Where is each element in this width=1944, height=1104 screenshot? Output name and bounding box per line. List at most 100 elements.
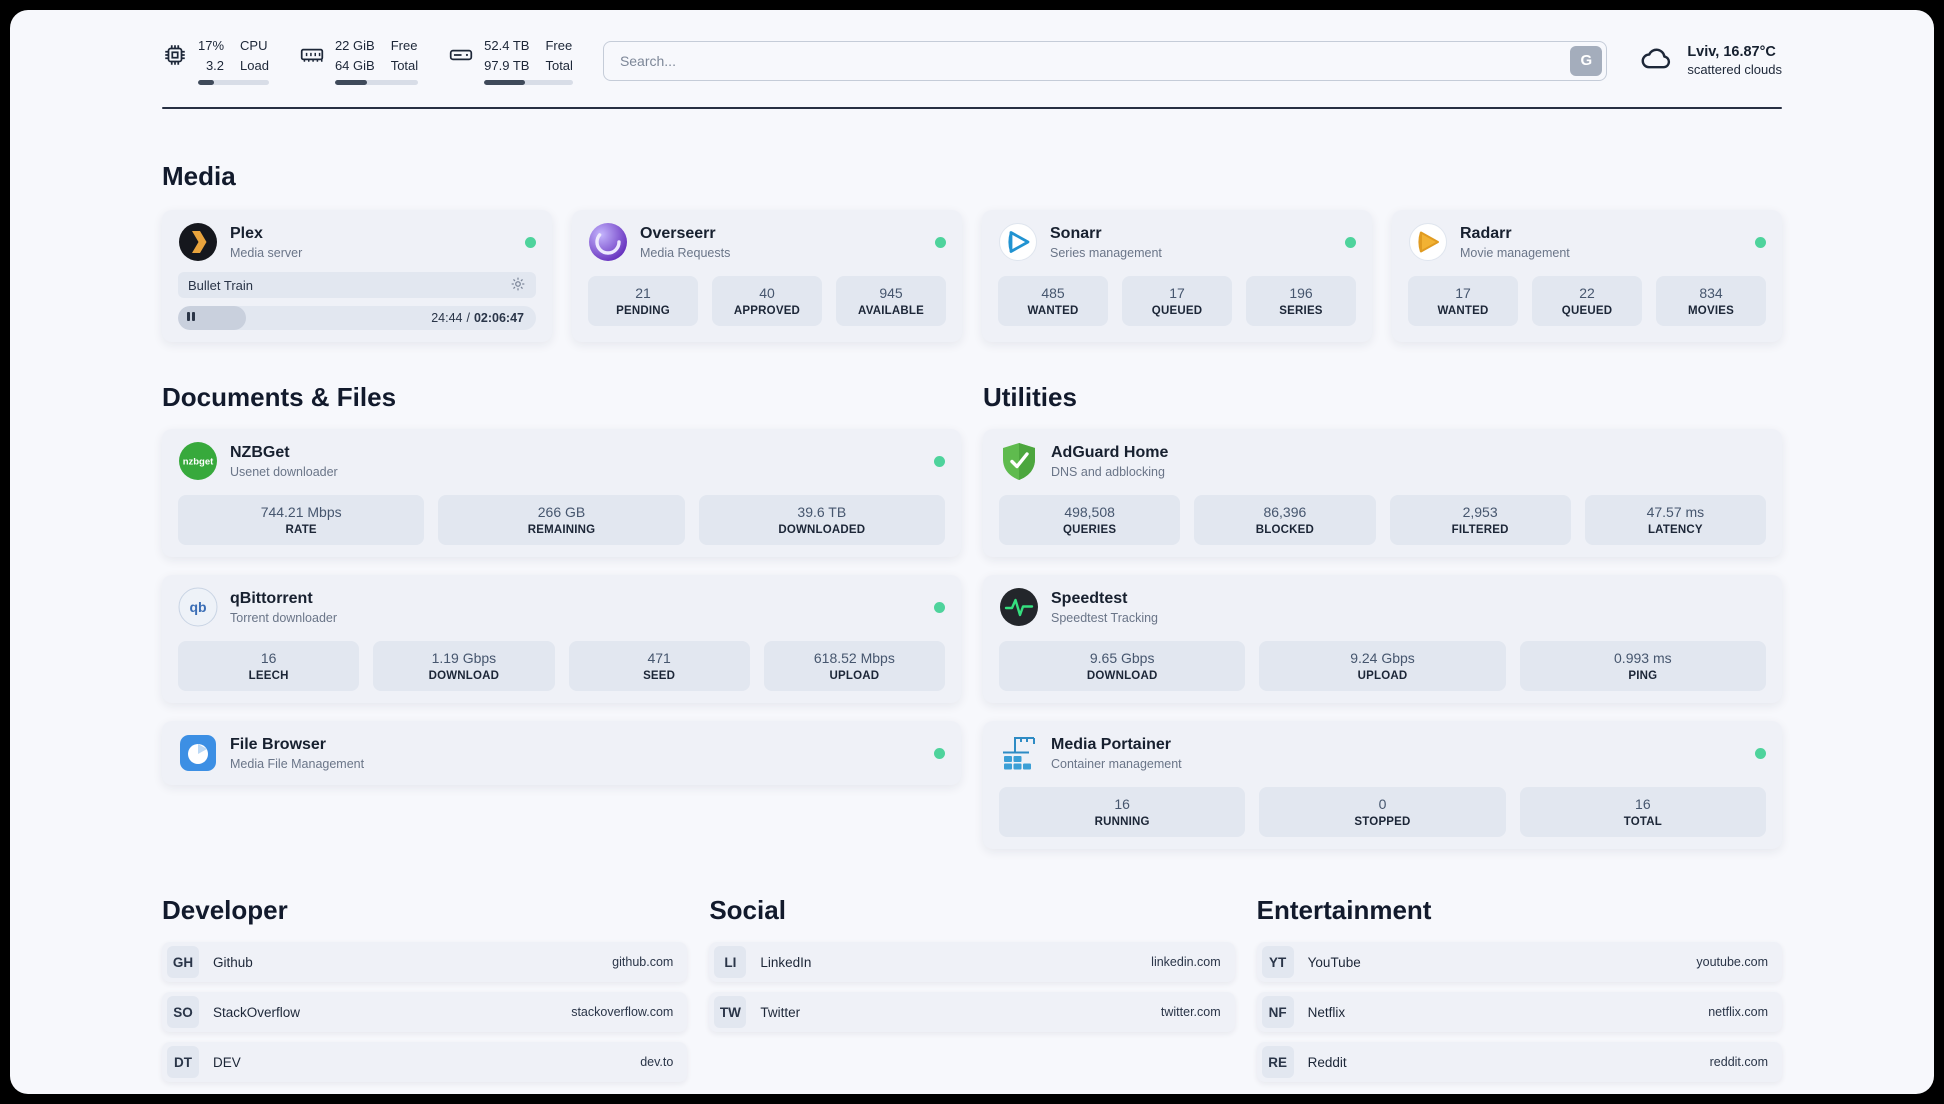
bookmark-reddit[interactable]: RE Reddit reddit.com — [1256, 1042, 1782, 1082]
stat-queued: 17 QUEUED — [1122, 276, 1232, 326]
playback-time: 24:44/02:06:47 — [431, 311, 524, 325]
header-divider — [162, 107, 1782, 109]
app-name: Radarr — [1460, 224, 1512, 242]
stat-upload: 618.52 Mbps UPLOAD — [763, 641, 945, 691]
ram-free-value: 22 GiB — [334, 38, 375, 53]
section-social: Social LI LinkedIn linkedin.com TW Twitt… — [709, 895, 1235, 1082]
disk-total-label: Total — [545, 57, 573, 73]
bookmark-url: twitter.com — [1160, 1005, 1221, 1019]
ram-total-value: 64 GiB — [334, 57, 375, 73]
bookmark-url: reddit.com — [1709, 1055, 1768, 1069]
weather-location: Lviv, 16.87°C — [1687, 44, 1776, 60]
bookmark-linkedin[interactable]: LI LinkedIn linkedin.com — [709, 942, 1235, 982]
section-title-documents: Documents & Files — [162, 382, 397, 412]
portainer-icon — [999, 733, 1039, 773]
pause-icon[interactable] — [186, 309, 196, 327]
app-subtitle: Media Requests — [640, 245, 731, 260]
stat-download: 1.19 Gbps DOWNLOAD — [373, 641, 555, 691]
cpu-label: CPU — [240, 38, 268, 53]
stat-latency: 47.57 ms LATENCY — [1584, 495, 1766, 545]
now-playing-title: Bullet Train — [188, 277, 254, 293]
stat-pending: 21 PENDING — [588, 276, 698, 326]
stat-remaining: 266 GB REMAINING — [438, 495, 685, 545]
bookmark-url: youtube.com — [1696, 955, 1768, 969]
section-title-entertainment: Entertainment — [1256, 895, 1432, 925]
adguard-card[interactable]: AdGuard Home DNS and adblocking 498,508 … — [983, 429, 1782, 557]
cpu-progress-bar — [198, 80, 269, 85]
search-box: G — [602, 40, 1608, 81]
status-dot — [934, 601, 945, 613]
bookmark-badge: YT — [1261, 946, 1294, 978]
app-name: Plex — [230, 224, 263, 242]
bookmark-name: Reddit — [1307, 1054, 1347, 1070]
cpu-load-value: 3.2 — [205, 57, 225, 73]
app-name: qBittorrent — [230, 589, 313, 607]
app-subtitle: DNS and adblocking — [1051, 464, 1165, 479]
sonarr-icon — [998, 222, 1038, 262]
stat-downloaded: 39.6 TB DOWNLOADED — [698, 495, 945, 545]
filebrowser-card[interactable]: File Browser Media File Management — [162, 721, 961, 785]
bookmark-url: dev.to — [640, 1055, 674, 1069]
stat-stopped: 0 STOPPED — [1259, 787, 1506, 837]
ram-icon — [299, 42, 325, 68]
qbittorrent-card[interactable]: qb qBittorrent Torrent downloader 16 — [162, 575, 961, 703]
overseerr-card[interactable]: Overseerr Media Requests 21 PENDING 40 A… — [572, 210, 962, 342]
bookmark-badge: DT — [167, 1046, 199, 1078]
svg-text:nzbget: nzbget — [183, 457, 214, 468]
app-subtitle: Torrent downloader — [230, 610, 338, 625]
radarr-icon — [1408, 222, 1448, 262]
plex-card[interactable]: Plex Media server Bullet Train — [162, 210, 552, 342]
stat-available: 945 AVAILABLE — [836, 276, 946, 326]
stat-seed: 471 SEED — [568, 641, 750, 691]
section-utilities: Utilities AdGuard Home DNS and adblockin… — [983, 382, 1782, 849]
stat-queries: 498,508 QUERIES — [999, 495, 1181, 545]
search-engine-button[interactable]: G — [1570, 45, 1603, 76]
speedtest-icon — [999, 587, 1039, 627]
stat-blocked: 86,396 BLOCKED — [1194, 495, 1376, 545]
search-input[interactable] — [607, 52, 1571, 69]
bookmark-badge: SO — [167, 996, 199, 1028]
bookmark-netflix[interactable]: NF Netflix netflix.com — [1256, 992, 1782, 1032]
playback-progress-bar[interactable]: 24:44/02:06:47 — [178, 306, 536, 330]
stat-queued: 22 QUEUED — [1532, 276, 1642, 326]
bookmark-youtube[interactable]: YT YouTube youtube.com — [1256, 942, 1782, 982]
bookmark-twitter[interactable]: TW Twitter twitter.com — [709, 992, 1235, 1032]
stat-running: 16 RUNNING — [999, 787, 1246, 837]
bookmark-url: netflix.com — [1708, 1005, 1768, 1019]
gear-icon[interactable] — [510, 276, 526, 295]
sonarr-card[interactable]: Sonarr Series management 485 WANTED 17 Q… — [982, 210, 1372, 342]
now-playing-row: Bullet Train — [178, 272, 536, 298]
bookmark-github[interactable]: GH Github github.com — [162, 942, 688, 982]
stat-wanted: 17 WANTED — [1408, 276, 1518, 326]
disk-free-value: 52.4 TB — [484, 38, 530, 53]
radarr-card[interactable]: Radarr Movie management 17 WANTED 22 QUE… — [1392, 210, 1782, 342]
app-name: NZBGet — [230, 443, 290, 461]
bookmark-badge: RE — [1261, 1046, 1294, 1078]
portainer-card[interactable]: Media Portainer Container management 16 … — [983, 721, 1782, 849]
app-name: File Browser — [230, 735, 327, 753]
stat-movies: 834 MOVIES — [1656, 276, 1766, 326]
ram-total-label: Total — [390, 57, 419, 73]
stat-ping: 0.993 ms PING — [1519, 641, 1766, 691]
app-subtitle: Movie management — [1460, 245, 1570, 260]
app-subtitle: Usenet downloader — [230, 464, 338, 479]
stat-total: 16 TOTAL — [1519, 787, 1766, 837]
section-title-developer: Developer — [162, 895, 288, 925]
cpu-load-label: Load — [240, 57, 269, 73]
stat-series: 196 SERIES — [1246, 276, 1356, 326]
nzbget-card[interactable]: nzbget NZBGet Usenet downloader 744.21 M… — [162, 429, 961, 557]
qbittorrent-icon: qb — [178, 587, 218, 627]
stat-leech: 16 LEECH — [178, 641, 360, 691]
bookmark-name: Twitter — [760, 1004, 801, 1020]
section-title-social: Social — [709, 895, 786, 925]
bookmark-dev[interactable]: DT DEV dev.to — [162, 1042, 688, 1082]
app-subtitle: Speedtest Tracking — [1051, 610, 1159, 625]
bookmark-url: stackoverflow.com — [571, 1005, 674, 1019]
status-dot — [1755, 747, 1766, 759]
bookmark-name: Netflix — [1307, 1004, 1346, 1020]
bookmark-name: StackOverflow — [213, 1004, 301, 1020]
speedtest-card[interactable]: Speedtest Speedtest Tracking 9.65 Gbps D… — [983, 575, 1782, 703]
app-name: Sonarr — [1050, 224, 1102, 242]
bookmark-stackoverflow[interactable]: SO StackOverflow stackoverflow.com — [162, 992, 688, 1032]
hard-drive-icon — [448, 42, 474, 68]
